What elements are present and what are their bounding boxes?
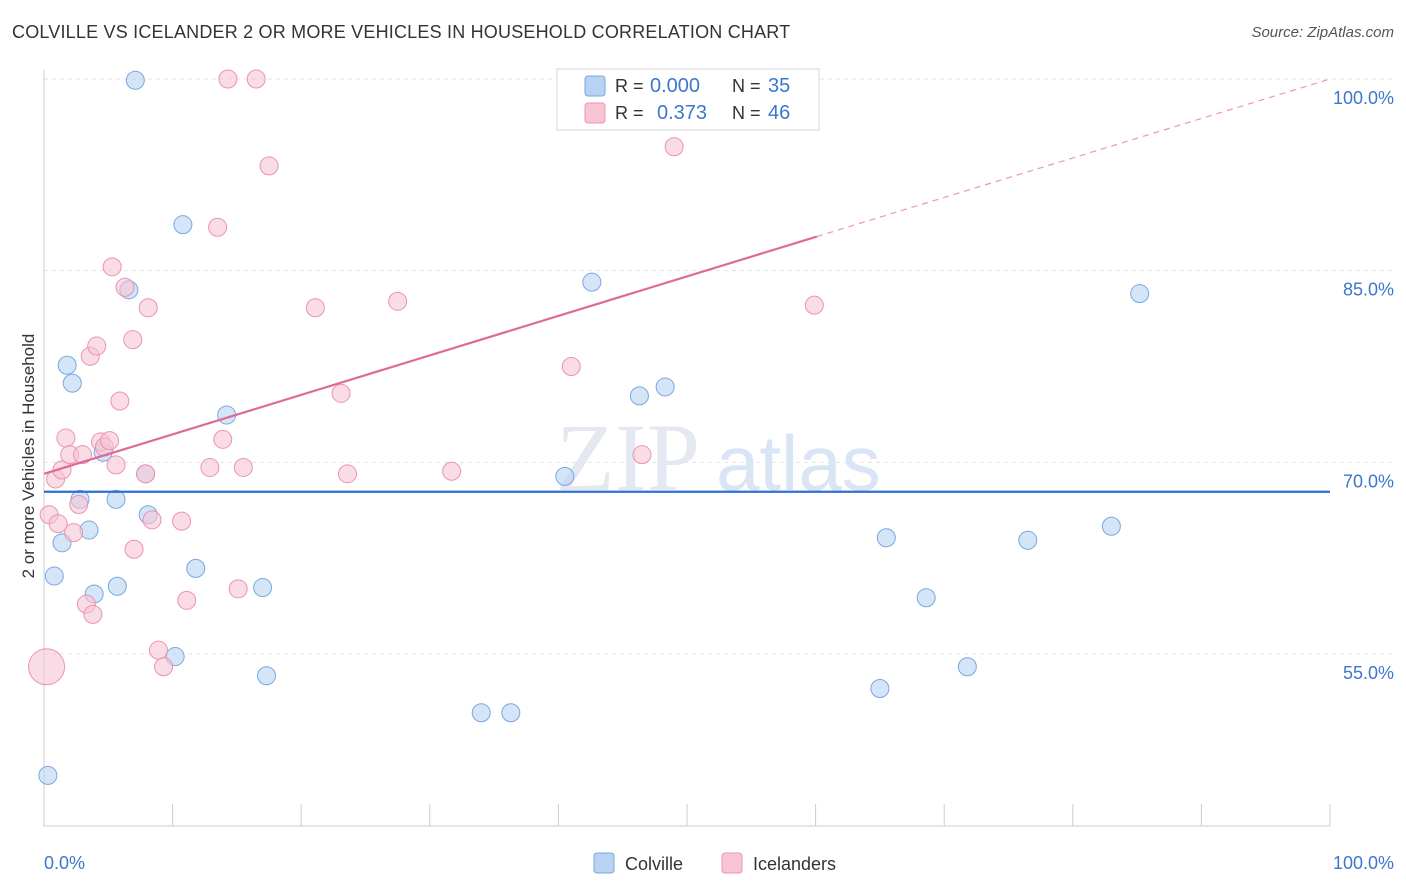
grid-layer <box>44 78 1394 655</box>
colville-point <box>186 558 206 578</box>
icelander-trend-line <box>43 235 818 475</box>
colville-point <box>106 489 126 509</box>
legend-n-value: 35 <box>768 75 790 97</box>
icelander-point <box>561 357 581 376</box>
colville-point <box>501 703 521 723</box>
colville-point <box>107 576 127 596</box>
icelander-point <box>73 445 93 465</box>
y-tick-label: 55.0% <box>1343 663 1394 683</box>
icelander-point <box>124 539 144 559</box>
colville-point <box>62 373 82 393</box>
legend-box: R = 0.000 N = 35 R = 0.373 N = 46 <box>556 68 820 131</box>
colville-point <box>253 578 273 598</box>
icelander-point <box>388 291 408 311</box>
legend-swatch-icelanders <box>584 102 606 124</box>
icelander-point <box>177 590 197 610</box>
trend-layer <box>43 78 1331 493</box>
watermark-zip: ZIP <box>556 404 700 511</box>
colville-point <box>256 666 276 686</box>
x-tick-label: 0.0% <box>44 853 85 873</box>
colville-point <box>57 355 77 375</box>
axis-layer: 55.0% 70.0% 85.0% 100.0% 0.0% 100.0% <box>43 70 1394 873</box>
bottom-legend: Colville Icelanders <box>593 852 836 874</box>
icelander-point <box>102 257 122 277</box>
colville-point <box>125 70 145 90</box>
y-tick-label: 70.0% <box>1343 471 1394 491</box>
y-axis-title: 2 or more Vehicles in Household <box>19 334 38 579</box>
icelander-point <box>213 429 233 449</box>
colville-point <box>582 272 602 292</box>
icelander-point <box>106 455 126 475</box>
icelander-point <box>123 330 143 350</box>
icelander-point <box>632 445 652 465</box>
icelander-point <box>110 391 130 411</box>
icelander-point <box>208 217 228 237</box>
icelander-point <box>148 640 168 660</box>
legend-r-label: R = <box>615 103 644 123</box>
icelander-point <box>100 431 120 451</box>
legend-r-label: R = <box>615 76 644 96</box>
chart-title: COLVILLE VS ICELANDER 2 OR MORE VEHICLES… <box>12 22 791 42</box>
y-tick-label: 85.0% <box>1343 280 1394 300</box>
legend-r-value: 0.373 <box>657 102 707 124</box>
colville-point <box>38 765 58 785</box>
legend-n-label: N = <box>732 103 761 123</box>
icelander-point <box>664 137 684 157</box>
icelander-point <box>142 510 162 530</box>
icelander-point <box>246 69 266 89</box>
source-label: Source: ZipAtlas.com <box>1251 24 1394 41</box>
icelander-point <box>259 156 279 176</box>
points-layer <box>28 69 1150 785</box>
icelander-point <box>64 523 84 543</box>
icelander-point <box>87 336 107 356</box>
icelander-point <box>83 604 103 624</box>
colville-point <box>957 657 977 677</box>
colville-point <box>876 528 896 548</box>
colville-point <box>1018 530 1038 550</box>
icelander-point <box>200 457 220 477</box>
icelander-point <box>56 428 76 448</box>
icelander-point <box>218 69 238 89</box>
icelander-point <box>136 464 156 484</box>
icelander-point <box>172 511 192 531</box>
icelander-point <box>233 457 253 477</box>
icelander-point <box>154 657 174 677</box>
icelander-point <box>804 295 824 315</box>
legend-swatch-colville <box>584 75 606 97</box>
icelander-point <box>115 277 135 297</box>
colville-point <box>471 703 491 723</box>
icelander-point <box>48 514 68 534</box>
colville-point <box>655 377 675 397</box>
colville-point <box>629 386 649 406</box>
legend-n-value: 46 <box>768 102 790 124</box>
legend-r-value: 0.000 <box>650 75 700 97</box>
colville-point <box>1130 284 1150 304</box>
bottom-legend-label-icelanders: Icelanders <box>753 854 836 874</box>
icelander-point <box>69 495 89 514</box>
icelander-point <box>138 298 158 318</box>
bottom-legend-swatch-icelanders <box>721 852 743 874</box>
colville-point <box>1101 516 1121 536</box>
colville-point <box>44 566 64 586</box>
icelander-point <box>442 461 462 481</box>
icelander-point <box>337 464 357 484</box>
colville-point <box>555 466 575 486</box>
bottom-legend-swatch-colville <box>593 852 615 874</box>
icelander-point <box>305 298 325 318</box>
y-tick-label: 100.0% <box>1333 88 1394 108</box>
watermark: ZIP atlas <box>556 404 881 511</box>
icelander-point <box>28 648 66 686</box>
legend-n-label: N = <box>732 76 761 96</box>
watermark-atlas: atlas <box>716 419 881 507</box>
x-tick-label: 100.0% <box>1333 853 1394 873</box>
colville-point <box>173 215 193 235</box>
icelander-trend-extension <box>816 78 1331 238</box>
colville-point <box>916 588 936 608</box>
colville-point <box>870 679 890 698</box>
bottom-legend-label-colville: Colville <box>625 854 683 874</box>
icelander-point <box>228 579 248 599</box>
icelander-point <box>331 383 351 403</box>
